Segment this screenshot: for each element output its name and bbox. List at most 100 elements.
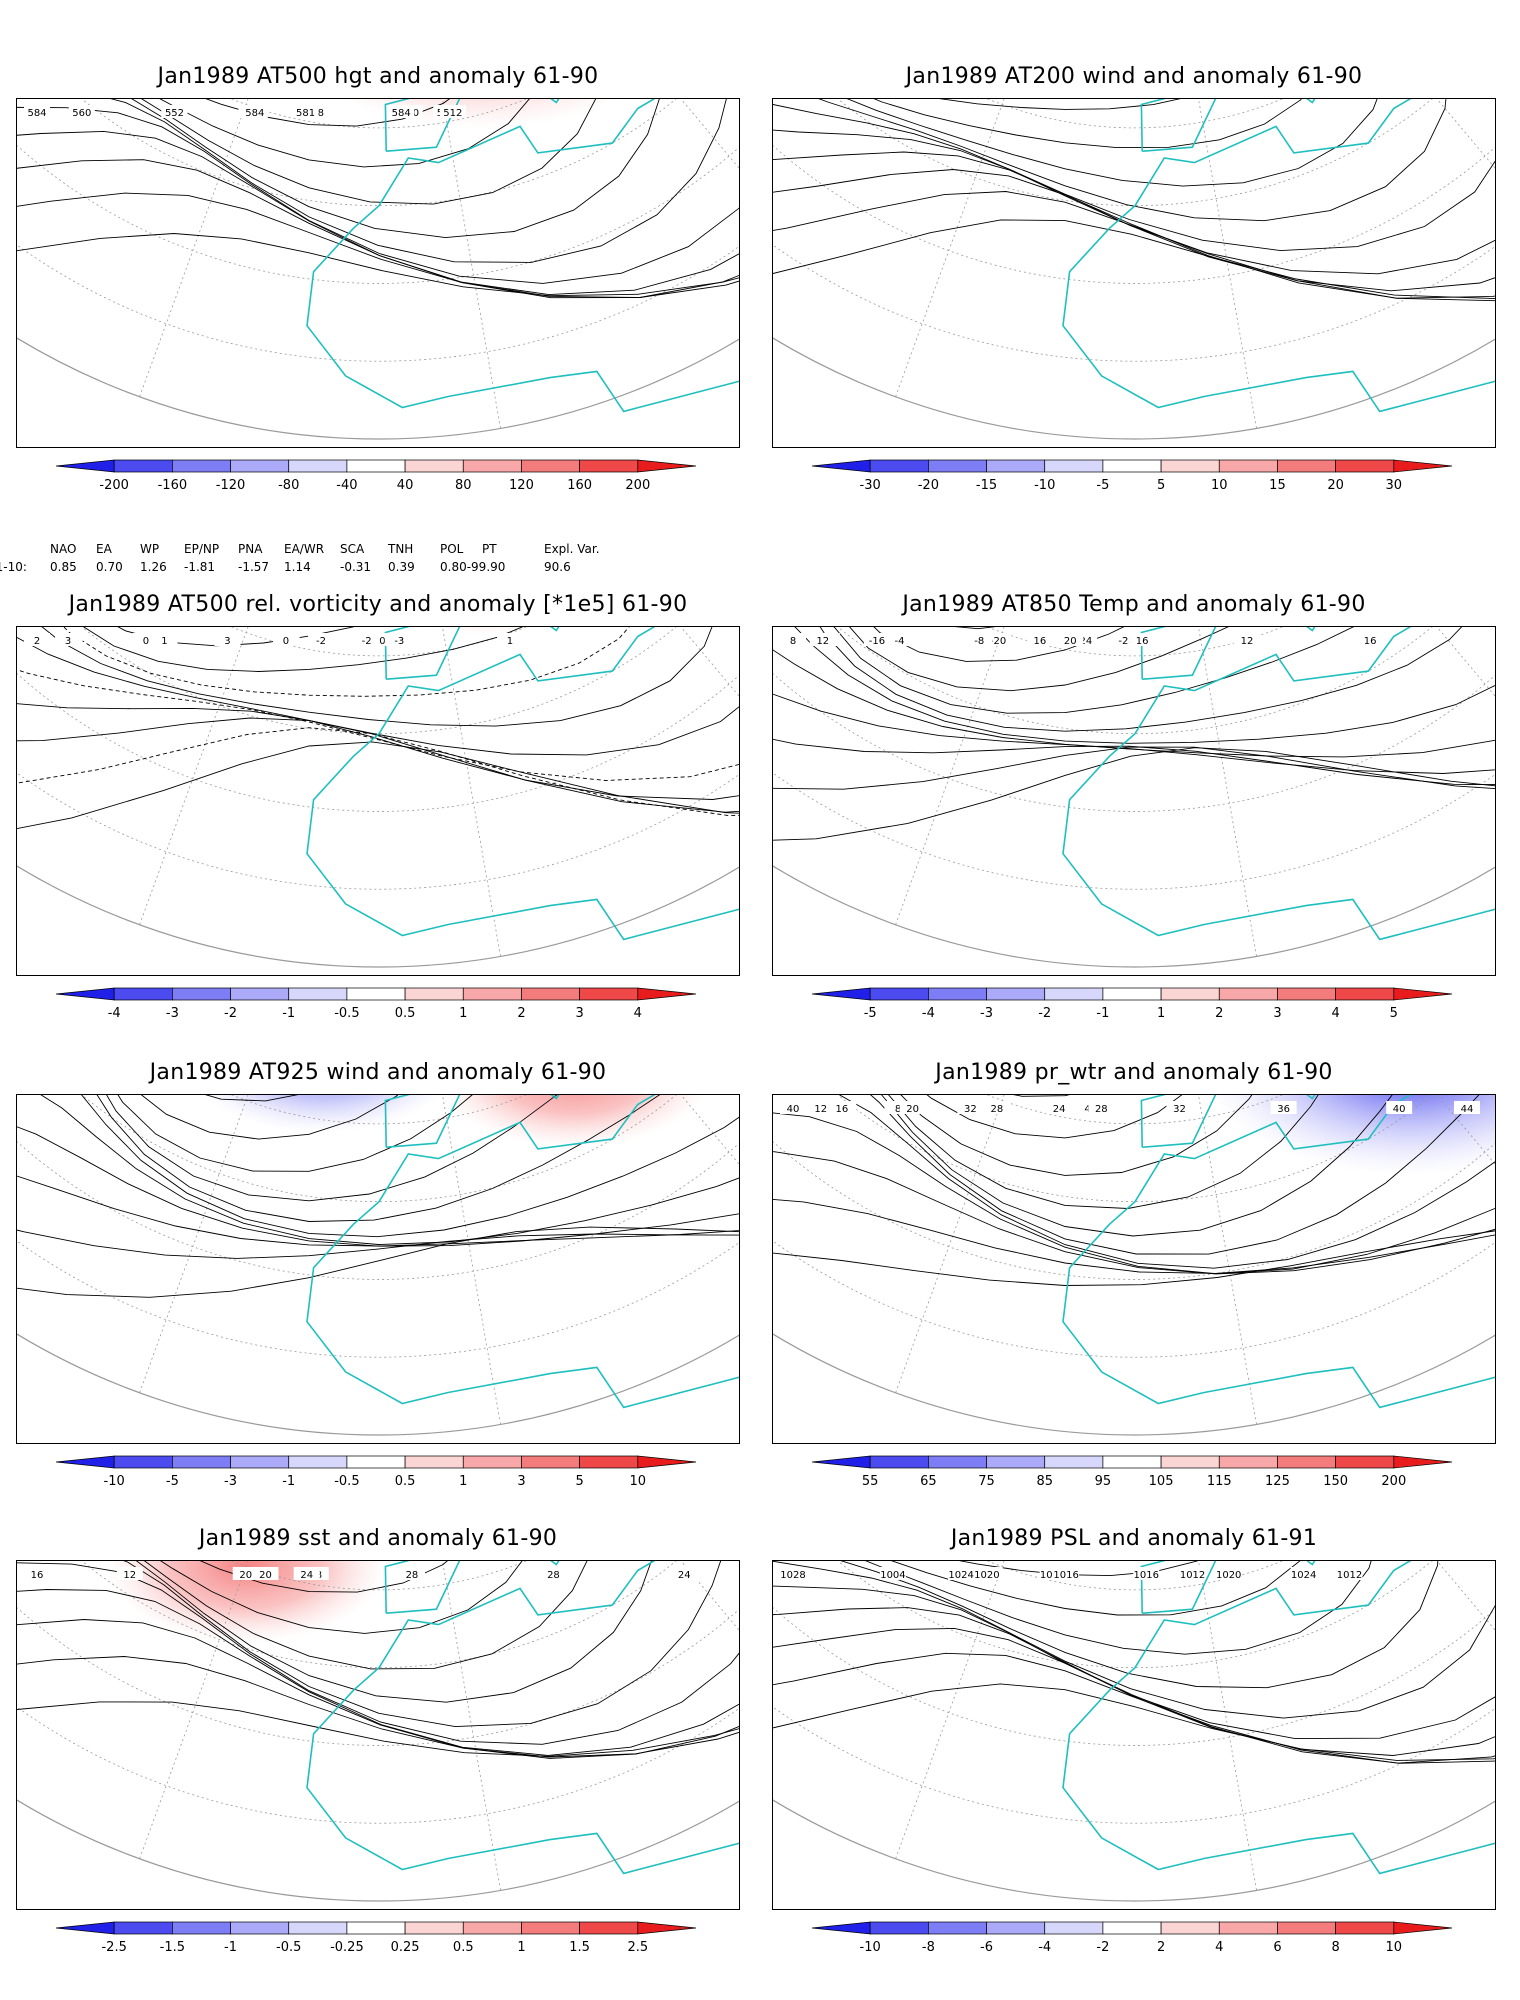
colorbar-tick-label: 2: [1215, 1006, 1224, 1021]
svg-text:584: 584: [27, 108, 46, 119]
index-header: POL: [440, 542, 464, 556]
colorbar-bin: [1218, 1921, 1278, 1935]
contour-label: 24: [293, 1567, 320, 1581]
contour-label: 16: [24, 1567, 50, 1581]
colorbar-bin: [1044, 987, 1104, 1001]
index-row-label: 81-10:: [0, 560, 27, 574]
svg-text:2: 2: [34, 636, 40, 647]
colorbar-bin: [172, 1455, 231, 1469]
colorbar-tick-label: -2: [1038, 1006, 1052, 1021]
contour-label: 24: [1046, 1101, 1073, 1115]
colorbar-arrow-high: [637, 1921, 697, 1935]
contour-label: 0: [272, 633, 299, 647]
colorbar-tick-label: 4: [1331, 1006, 1340, 1021]
colorbar-tick-label: 105: [1148, 1474, 1174, 1489]
svg-text:1: 1: [161, 636, 167, 647]
colorbar-bin: [1044, 1921, 1104, 1935]
svg-text:1016: 1016: [1134, 1570, 1159, 1581]
colorbar-bin: [521, 1455, 580, 1469]
svg-text:3: 3: [224, 636, 230, 647]
colorbar-tick-label: 125: [1265, 1474, 1290, 1489]
svg-text:1016: 1016: [1053, 1570, 1078, 1581]
colorbar-bin: [288, 1921, 348, 1935]
colorbar-tick-label: 8: [1331, 1940, 1340, 1955]
colorbar-bin: [288, 987, 348, 1001]
contour-label: 12: [809, 633, 836, 647]
svg-text:12: 12: [816, 636, 829, 647]
polar-stereographic-map: [773, 99, 1495, 440]
colorbar-tick-label: 3: [575, 1006, 584, 1021]
colorbar-tick-label: 75: [978, 1474, 995, 1489]
svg-text:16: 16: [1136, 636, 1149, 647]
contour-label: 1020: [973, 1567, 1000, 1581]
index-value: 0.70: [96, 560, 123, 574]
colorbar-arrow-low: [55, 1921, 115, 1935]
contour-label: 584: [241, 105, 268, 119]
contour-label: 16: [1357, 633, 1384, 647]
coastline: [306, 1095, 739, 1409]
svg-text:16: 16: [1034, 636, 1047, 647]
svg-text:24: 24: [678, 1570, 691, 1581]
svg-text:1024: 1024: [1291, 1570, 1316, 1581]
svg-text:-16: -16: [869, 636, 885, 647]
teleconnection-indices: NAO EA WP EP/NP PNA EA/WR SCA TNH POL PT Expl. Var…: [0, 542, 748, 578]
contour-label: 12: [807, 1101, 834, 1115]
svg-text:8: 8: [895, 1104, 901, 1115]
svg-text:20: 20: [239, 1570, 252, 1581]
index-header: EA: [96, 542, 112, 556]
colorbar-bin: [288, 459, 348, 473]
colorbar-arrow-low: [811, 1455, 871, 1469]
svg-text:-24: -24: [1076, 636, 1092, 647]
polar-stereographic-map: 4965045125205285365445525605685765845845…: [17, 99, 739, 440]
svg-text:-8: -8: [974, 636, 984, 647]
colorbar: -200 -160 -120 -80 -40 40 80 120 160 200: [55, 459, 697, 500]
colorbar-bin: [1218, 459, 1278, 473]
map-plot: -32-28-24-20-16-12-8-4048121620161216: [772, 626, 1496, 976]
colorbar-bin: [404, 459, 464, 473]
colorbar-tick-label: 10: [629, 1474, 647, 1489]
contour-label: 584: [388, 105, 415, 119]
svg-text:0: 0: [143, 636, 149, 647]
polar-stereographic-map: 28201284162024282824: [17, 1561, 739, 1902]
colorbar-tick-label: 0.25: [390, 1940, 420, 1955]
colorbar-bin: [579, 1921, 639, 1935]
svg-text:0: 0: [379, 636, 385, 647]
colorbar-tick-label: -6: [980, 1940, 994, 1955]
panel-title: Jan1989 AT925 wind and anomaly 61-90: [149, 1060, 607, 1085]
contour-label: -16: [863, 633, 890, 647]
colorbar-bin: [928, 987, 987, 1001]
svg-text:1020: 1020: [974, 1570, 999, 1581]
colorbar-arrow-high: [637, 987, 697, 1001]
colorbar-arrow-low: [55, 1455, 115, 1469]
svg-text:1012: 1012: [1337, 1570, 1362, 1581]
colorbar-bin: [404, 987, 464, 1001]
colorbar-bin: [113, 459, 173, 473]
colorbar-tick-label: 2: [1156, 1940, 1166, 1955]
index-value: 1.14: [284, 560, 311, 574]
colorbar-bin: [1102, 987, 1162, 1001]
anomaly-pos-region: [106, 1561, 386, 1643]
contour-label: 1: [496, 633, 523, 647]
colorbar-tick-label: -10: [859, 1940, 881, 1955]
svg-text:-4: -4: [894, 636, 904, 647]
colorbar-tick-label: 10: [1210, 478, 1228, 493]
svg-text:28: 28: [1095, 1104, 1108, 1115]
colorbar-bin: [869, 459, 929, 473]
colorbar-tick-label: 80: [454, 478, 472, 493]
colorbar-bin: [346, 1455, 406, 1469]
colorbar-bin: [230, 1921, 290, 1935]
contour-label: 0: [132, 633, 159, 647]
contour-label: -2: [308, 633, 335, 647]
contour-label: 28: [983, 1101, 1010, 1115]
colorbar-arrow-low: [811, 987, 871, 1001]
coastline: [306, 627, 739, 941]
contour-label: 20: [252, 1567, 279, 1581]
colorbar-tick-label: -120: [215, 478, 246, 493]
svg-text:584: 584: [392, 108, 411, 119]
colorbar-tick-label: -0.25: [330, 1940, 364, 1955]
colorbar: -10 -5 -3 -1 -0.5 0.5 1 3 5 10: [55, 1455, 697, 1496]
contour-label: 584: [24, 105, 50, 119]
contour-label: 16: [1026, 633, 1053, 647]
colorbar: -2.5 -1.5 -1 -0.5 -0.25 0.25 0.5 1 1.5 2.5: [55, 1921, 697, 1962]
colorbar-bin: [1160, 1455, 1220, 1469]
